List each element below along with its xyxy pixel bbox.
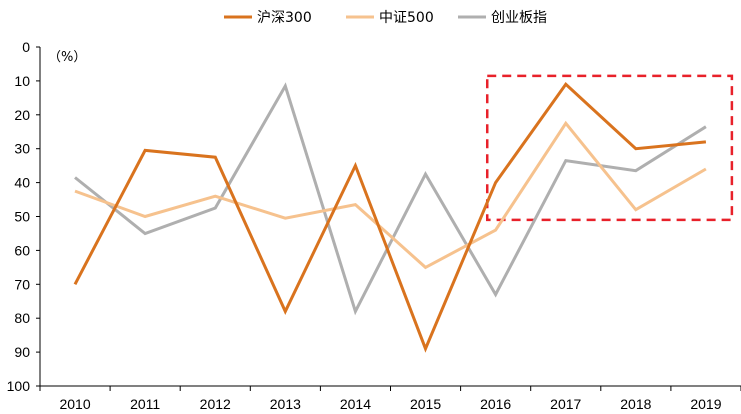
series-line-2 (74, 82, 707, 316)
x-tick-label: 2019 (690, 396, 721, 412)
series-line-1 (74, 120, 707, 270)
x-tick-label: 2015 (410, 396, 441, 412)
y-unit-label: （%） (48, 50, 86, 65)
y-tick-label: 80 (14, 310, 30, 326)
x-tick-label: 2016 (480, 396, 511, 412)
series-line-0 (73, 82, 707, 353)
y-tick-label: 70 (14, 276, 30, 292)
y-tick-label: 100 (7, 378, 31, 394)
y-tick-label: 60 (14, 242, 30, 258)
y-axis: 0 10 20 30 40 50 60 70 80 90 100 (7, 39, 41, 394)
y-tick-label: 0 (22, 39, 30, 55)
x-axis: 2010 2011 2012 2013 2014 2015 2016 2017 2018 2019 (39, 385, 741, 412)
highlight-box (485, 74, 734, 222)
y-tick-label: 90 (14, 344, 30, 360)
series-lines (73, 82, 707, 353)
legend-label: 中证500 (379, 10, 434, 26)
x-tick-label: 2013 (270, 396, 301, 412)
x-tick-label: 2017 (550, 396, 581, 412)
legend-label: 沪深300 (257, 10, 312, 26)
y-tick-label: 20 (14, 107, 30, 123)
x-tick-label: 2014 (340, 396, 371, 412)
y-tick-label: 40 (14, 175, 30, 191)
x-tick-label: 2011 (130, 396, 160, 412)
legend-label: 创业板指 (491, 10, 547, 26)
x-tick-label: 2012 (200, 396, 231, 412)
y-tick-label: 50 (14, 209, 30, 225)
x-tick-label: 2010 (59, 396, 90, 412)
x-tick-label: 2018 (620, 396, 651, 412)
y-tick-label: 30 (14, 141, 30, 157)
highlight-rect (485, 74, 734, 222)
legend: 沪深300 中证500 创业板指 (224, 10, 547, 26)
y-tick-label: 10 (14, 73, 30, 89)
